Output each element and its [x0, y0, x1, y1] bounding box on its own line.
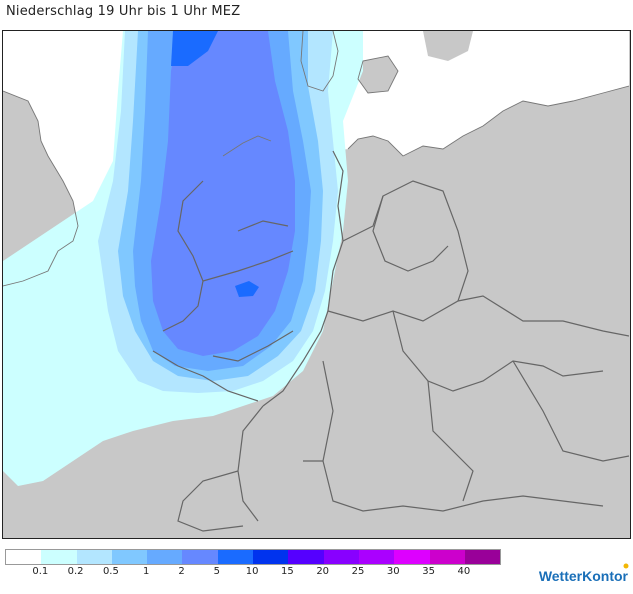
legend-label: 0.1	[32, 566, 49, 577]
country-borders	[152, 150, 629, 532]
precipitation-legend: 0.1 0.2 0.5 1 2 5 10 15 20 25 30 35 40	[5, 549, 505, 582]
precip-2	[151, 31, 295, 356]
legend-swatch	[253, 550, 289, 564]
precip-5-cell-north	[171, 31, 218, 66]
legend-labels: 0.1 0.2 0.5 1 2 5 10 15 20 25 30 35 40	[5, 566, 505, 580]
map-title: Niederschlag 19 Uhr bis 1 Uhr MEZ	[6, 4, 241, 19]
wetterkontor-logo: WetterKontor	[538, 563, 629, 584]
precip-5-cell-center	[235, 281, 259, 297]
legend-swatch	[182, 550, 218, 564]
legend-label: 5	[213, 566, 220, 577]
legend-label: 0.5	[102, 566, 119, 577]
brand-name: WetterKontor	[538, 568, 628, 584]
legend-swatch	[288, 550, 324, 564]
legend-swatch	[429, 550, 465, 564]
legend-label: 35	[422, 566, 435, 577]
zealand	[358, 56, 398, 93]
legend-swatch	[111, 550, 148, 564]
legend-swatch	[76, 550, 112, 564]
legend-swatch	[217, 550, 254, 564]
legend-label: 30	[386, 566, 400, 577]
precipitation-map	[2, 30, 631, 539]
legend-label: 20	[316, 566, 330, 577]
map-svg	[3, 31, 629, 537]
legend-swatch	[6, 550, 42, 564]
legend-swatch	[394, 550, 430, 564]
legend-label: 2	[178, 566, 185, 577]
legend-swatch	[41, 550, 77, 564]
legend-label: 40	[457, 566, 471, 577]
legend-label: 0.2	[67, 566, 84, 577]
legend-swatch	[323, 550, 359, 564]
legend-label: 25	[351, 566, 365, 577]
legend-swatch	[358, 550, 395, 564]
sweden	[423, 31, 473, 61]
legend-label: 1	[143, 566, 150, 577]
legend-label: 10	[245, 566, 259, 577]
legend-swatch	[464, 550, 501, 564]
legend-label: 15	[281, 566, 294, 577]
legend-swatches	[5, 549, 502, 565]
legend-swatch	[147, 550, 183, 564]
coastlines	[3, 31, 629, 287]
sun-icon	[623, 563, 629, 569]
